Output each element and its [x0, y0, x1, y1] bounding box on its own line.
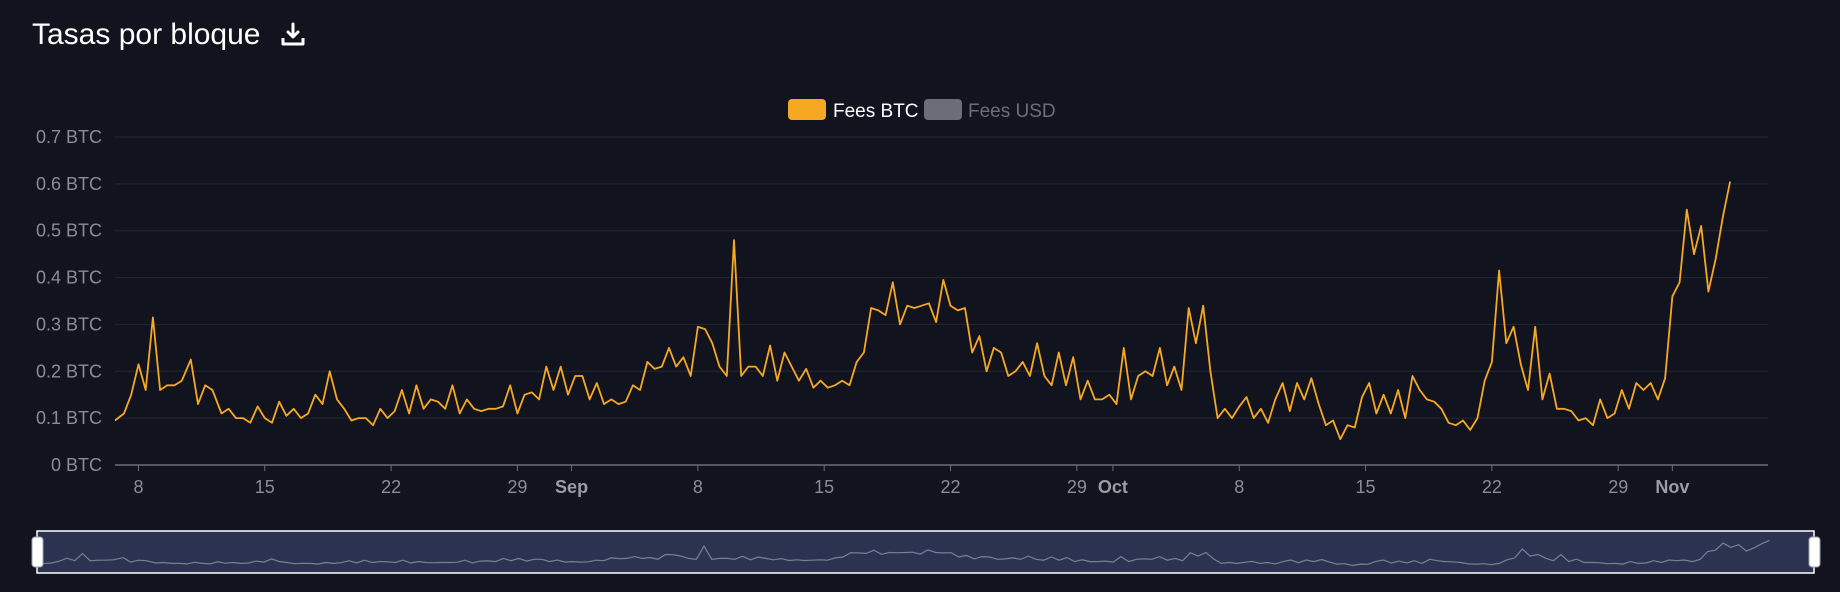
download-icon [281, 22, 304, 46]
x-tick-label: 15 [1356, 477, 1376, 497]
x-tick-label: 8 [133, 477, 143, 497]
y-axis: 0 BTC 0.1 BTC 0.2 BTC 0.3 BTC 0.4 BTC 0.5 BTC… [36, 127, 102, 475]
y-tick-label: 0.2 BTC [36, 361, 102, 381]
legend-label-fees-usd: Fees USD [968, 101, 1056, 122]
legend-swatch-fees-btc [788, 99, 826, 120]
chart-header: Tasas por bloque [32, 18, 309, 52]
legend-item-fees-btc[interactable]: Fees BTC [788, 99, 919, 122]
x-tick-label: 22 [1482, 477, 1502, 497]
legend-item-fees-usd[interactable]: Fees USD [924, 99, 1056, 122]
x-tick-label: 8 [693, 477, 703, 497]
x-tick-label: 8 [1234, 477, 1244, 497]
x-tick-label: 15 [814, 477, 834, 497]
y-tick-label: 0 BTC [51, 455, 102, 475]
y-tick-label: 0.6 BTC [36, 174, 102, 194]
x-tick-label: Sep [555, 477, 588, 497]
x-tick-label: 15 [255, 477, 275, 497]
y-tick-label: 0.5 BTC [36, 221, 102, 241]
x-tick-label: Oct [1098, 477, 1128, 497]
y-tick-label: 0.1 BTC [36, 408, 102, 428]
x-tick-label: Nov [1655, 477, 1689, 497]
navigator-selection[interactable] [36, 530, 1815, 574]
legend: Fees BTC Fees USD [788, 99, 1056, 122]
navigator-series-line [41, 539, 1770, 567]
y-tick-label: 0.7 BTC [36, 127, 102, 147]
navigator[interactable] [31, 530, 1821, 574]
navigator-handle-left[interactable] [31, 536, 44, 568]
x-tick-label: 29 [1608, 477, 1628, 497]
chart-title: Tasas por bloque [32, 18, 261, 51]
x-tick-label: 29 [507, 477, 527, 497]
x-tick-label: 29 [1067, 477, 1087, 497]
y-tick-label: 0.4 BTC [36, 268, 102, 288]
x-tick-label: 22 [381, 477, 401, 497]
legend-label-fees-btc: Fees BTC [833, 101, 919, 122]
legend-swatch-fees-usd [924, 99, 962, 120]
drag-handle-icon [1808, 536, 1821, 568]
series-line-fees-btc [114, 181, 1731, 441]
drag-handle-icon [31, 536, 44, 568]
x-tick-label: 22 [941, 477, 961, 497]
x-axis: 8 15 22 29 Sep 8 15 22 29 Oct 8 15 22 29 Nov [133, 465, 1689, 497]
navigator-handle-right[interactable] [1808, 536, 1821, 568]
download-button[interactable] [277, 19, 309, 51]
y-tick-label: 0.3 BTC [36, 314, 102, 334]
grid-lines [115, 136, 1768, 419]
